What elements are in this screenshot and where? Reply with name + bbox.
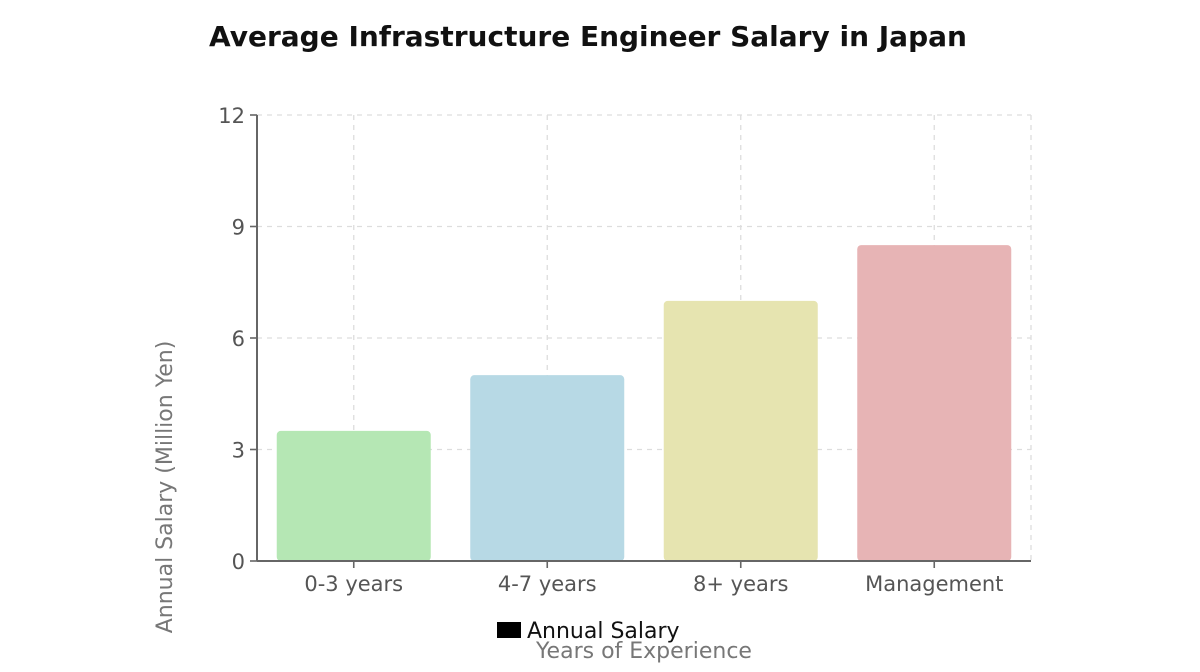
legend-marker (497, 622, 521, 638)
y-tick-label: 12 (218, 104, 245, 128)
x-tick-label: 4-7 years (498, 572, 597, 596)
y-tick-label: 0 (232, 550, 245, 574)
y-tick-label: 9 (232, 216, 245, 240)
bar-8-years (663, 300, 818, 561)
y-tick-label: 6 (232, 327, 245, 351)
bar-0-3-years (276, 430, 431, 561)
legend: Annual Salary (497, 619, 680, 644)
x-tick-label: 8+ years (693, 572, 788, 596)
x-tick-label: 0-3 years (304, 572, 403, 596)
bar-4-7-years (470, 375, 625, 561)
x-axis-label: Years of Experience (535, 639, 752, 664)
y-tick-label: 3 (232, 439, 245, 463)
ticks-layer: 0 3 6 9 12 0-3 years 4-7 years 8+ years Manageme… (218, 104, 1003, 596)
legend-series-label: Annual Salary (527, 619, 680, 644)
bars-layer (276, 245, 1012, 562)
chart-title: Average Infrastructure Engineer Salary i… (209, 20, 967, 53)
x-tick-label: Management (865, 572, 1003, 596)
y-axis-label: Annual Salary (Million Yen) (153, 341, 178, 634)
bar-management (857, 245, 1012, 562)
